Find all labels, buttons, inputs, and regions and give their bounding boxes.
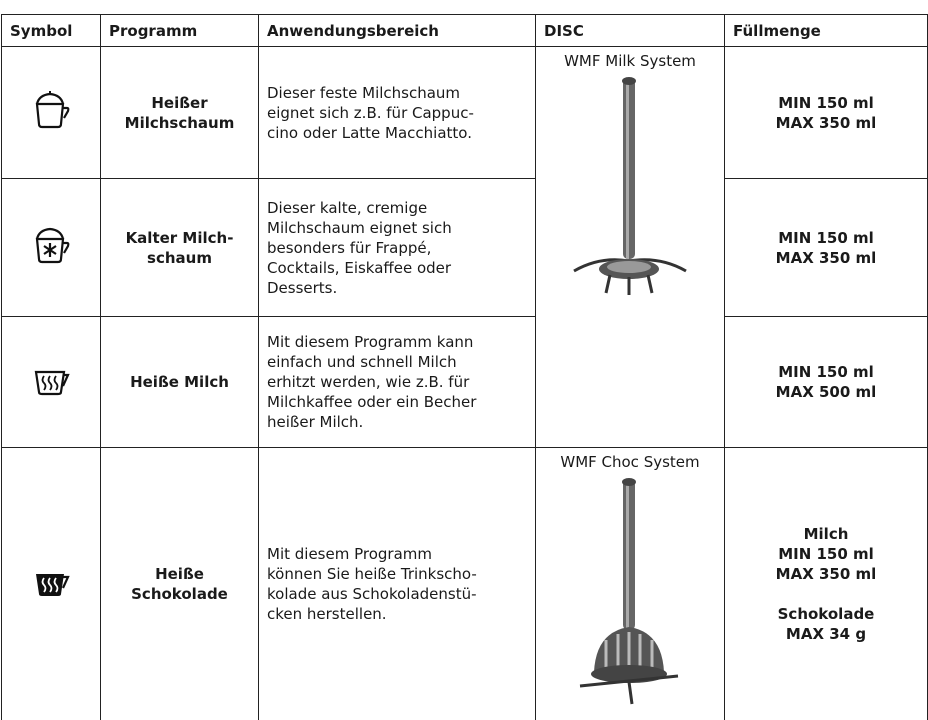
table-row: Kalter Milch-schaum Dieser kalte, cremige… <box>1 178 928 317</box>
fill-cell: Milch MIN 150 ml MAX 350 ml Schokolade MAX 3… <box>724 447 928 720</box>
description-line: cken herstellen. <box>267 605 387 623</box>
description-line: Mit diesem Programm <box>267 545 432 563</box>
program-line: Schokolade <box>131 585 228 603</box>
program-table: Symbol Programm Anwendungsbereich DISC Füllm… <box>1 14 928 720</box>
description-line: Desserts. <box>267 278 338 297</box>
table-row: Heiße Milch Mit diesem Programm kann einfa… <box>1 316 928 448</box>
table-row: Heißer Milchschaum Dieser feste Milchschau… <box>1 46 928 448</box>
fill-group: MIN 150 ml MAX 350 ml <box>733 228 919 268</box>
fill-line: MAX 350 ml <box>775 248 877 267</box>
fill-cell: MIN 150 ml MAX 350 ml <box>724 46 928 179</box>
description-cell: Dieser feste Milchschaum eignet sich z.B.… <box>258 46 536 179</box>
description-line: Milchkaffee oder ein Becher <box>267 393 477 411</box>
disc-image <box>573 77 687 295</box>
symbol-cell <box>1 178 101 317</box>
column-header: Programm <box>100 14 259 47</box>
description-line: können Sie heiße Trinkscho- <box>267 565 477 583</box>
description-line: Mit diesem Programm kann <box>267 333 474 351</box>
program-line: Milchschaum <box>124 113 235 132</box>
description-line: eignet sich z.B. für Cappuc- <box>267 103 474 122</box>
description-line: Dieser kalte, cremige <box>267 198 428 217</box>
program-line: Kalter Milch- <box>125 228 234 247</box>
program-cell: Heiße Milch <box>100 316 259 448</box>
header-row: Symbol Programm Anwendungsbereich DISC Füllm… <box>1 14 928 47</box>
fill-group: MIN 150 ml MAX 500 ml <box>733 362 919 402</box>
column-header: Füllmenge <box>724 14 928 47</box>
program-line: Heiße Milch <box>130 373 229 391</box>
description-cell: Mit diesem Programm können Sie heiße Trin… <box>258 447 536 720</box>
program-cell: Heiße Schokolade <box>100 447 259 720</box>
table-row: Heiße Schokolade Mit diesem Programm können… <box>1 447 928 720</box>
fill-line: MIN 150 ml <box>778 228 874 247</box>
symbol-cell <box>1 447 101 720</box>
fill-group: MIN 150 ml MAX 350 ml <box>733 93 919 133</box>
fill-line: MAX 350 ml <box>775 113 877 132</box>
disc-cell: WMF Milk System <box>535 46 725 448</box>
disc-label: WMF Choc System <box>560 453 700 471</box>
fill-line: Milch <box>803 525 849 543</box>
description-line: erhitzt werden, wie z.B. für <box>267 373 470 391</box>
symbol-cell <box>1 46 101 179</box>
program-icon <box>36 573 70 596</box>
fill-line: Schokolade <box>777 605 875 623</box>
description-line: Dieser feste Milchschaum <box>267 83 461 102</box>
description-cell: Mit diesem Programm kann einfach und schn… <box>258 316 536 448</box>
disc-cell: WMF Choc System <box>535 447 725 720</box>
program-icon <box>35 227 70 264</box>
description-line: besonders für Frappé, <box>267 238 432 257</box>
fill-line: MIN 150 ml <box>778 545 874 563</box>
fill-line: MIN 150 ml <box>778 363 874 381</box>
disc-image <box>579 478 679 705</box>
program-cell: Kalter Milch-schaum <box>100 178 259 317</box>
description-line: cino oder Latte Macchiatto. <box>267 123 472 142</box>
fill-group: Milch MIN 150 ml MAX 350 ml <box>733 524 919 584</box>
description-line: Milchschaum eignet sich <box>267 218 452 237</box>
symbol-cell <box>1 316 101 448</box>
fill-group: Schokolade MAX 34 g <box>733 604 919 644</box>
fill-line: MAX 500 ml <box>775 383 877 401</box>
table-body: Heißer Milchschaum Dieser feste Milchschau… <box>1 46 928 720</box>
fill-line: MAX 350 ml <box>775 565 877 583</box>
program-line: Heißer <box>151 93 208 112</box>
program-line: schaum <box>147 248 212 267</box>
fill-cell: MIN 150 ml MAX 350 ml <box>724 178 928 317</box>
column-header: Symbol <box>1 14 101 47</box>
fill-line: MAX 34 g <box>785 625 867 643</box>
description-line: einfach und schnell Milch <box>267 353 457 371</box>
column-header: Anwendungsbereich <box>258 14 536 47</box>
disc-label: WMF Milk System <box>564 52 696 70</box>
column-header: DISC <box>535 14 725 47</box>
description-line: heißer Milch. <box>267 413 364 431</box>
program-icon <box>35 91 70 129</box>
description-cell: Dieser kalte, cremige Milchschaum eignet … <box>258 178 536 317</box>
fill-line: MIN 150 ml <box>778 93 874 112</box>
description-line: kolade aus Schokoladenstü- <box>267 585 477 603</box>
program-icon <box>34 370 70 395</box>
fill-cell: MIN 150 ml MAX 500 ml <box>724 316 928 448</box>
program-cell: Heißer Milchschaum <box>100 46 259 179</box>
program-line: Heiße <box>155 565 204 583</box>
description-line: Cocktails, Eiskaffee oder <box>267 258 452 277</box>
